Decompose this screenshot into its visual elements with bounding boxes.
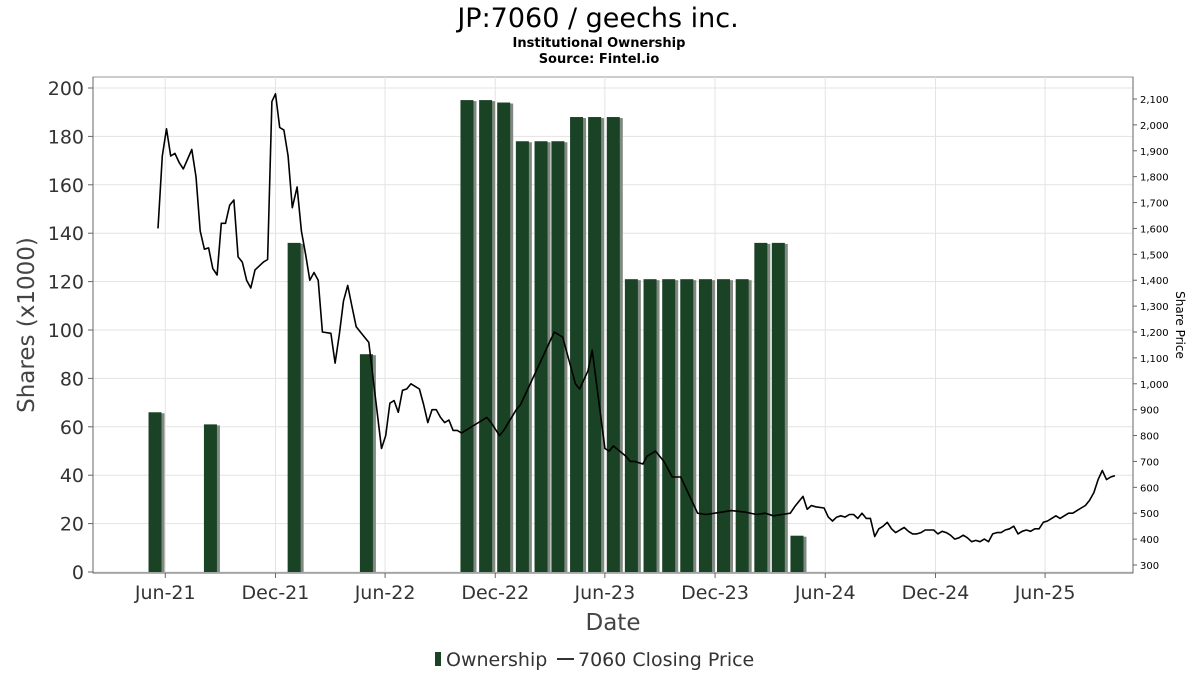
price-line-group [157,93,1116,543]
right-tick-label: 400 [1140,535,1159,546]
ownership-bar [287,242,301,572]
ownership-bar [735,279,749,572]
left-tick-label: 200 [48,78,84,100]
left-tick-label: 40 [60,465,84,487]
ownership-bar [460,100,474,572]
left-tick-label: 60 [60,417,84,439]
right-tick-label: 1,600 [1140,224,1169,235]
legend-label-ownership: Ownership [446,649,547,671]
x-tick-label: Jun-22 [354,582,416,604]
right-tick-label: 2,000 [1140,121,1169,132]
legend: Ownership 7060 Closing Price [435,649,754,671]
chart-title: JP:7060 / geechs inc. [455,3,738,34]
left-tick-label: 100 [48,320,84,342]
ownership-bar [698,279,712,572]
ownership-bar [771,242,785,572]
right-tick-label: 300 [1140,561,1159,572]
left-tick-label: 180 [48,126,84,148]
right-tick-label: 1,400 [1140,276,1169,287]
chart-subtitle-1: Institutional Ownership [513,36,686,51]
x-tick-label: Dec-23 [681,582,749,604]
right-tick-label: 1,100 [1140,354,1169,365]
legend-swatch-ownership [435,652,441,666]
ownership-bar [754,242,768,572]
right-tick-label: 700 [1140,457,1159,468]
left-tick-label: 160 [48,175,84,197]
right-tick-label: 900 [1140,406,1159,417]
ownership-bar [606,117,620,572]
chart-subtitle-2: Source: Fintel.io [539,52,660,67]
ownership-bar [148,412,162,572]
ownership-bar [680,279,694,572]
ownership-bar [570,117,584,572]
ownership-bar [662,279,676,572]
left-tick-label: 20 [60,514,84,536]
x-axis-ticks: Jun-21 Dec-21 Jun-22 Dec-22 Jun-23 Dec-23 Jun-… [134,573,1076,604]
left-tick-label: 140 [48,223,84,245]
right-axis-ticks: 300 400 500 600 700 800 900 1,000 1,100 1,200 1,30… [1133,95,1169,572]
ownership-bar [588,117,602,572]
x-tick-label: Dec-24 [902,582,970,604]
ownership-bar [359,354,373,572]
ownership-bar [515,141,529,573]
x-tick-label: Jun-25 [1014,582,1076,604]
x-tick-label: Jun-24 [794,582,856,604]
right-tick-label: 1,900 [1140,147,1169,158]
right-tick-label: 1,000 [1140,380,1169,391]
right-tick-label: 1,300 [1140,302,1169,313]
x-tick-label: Dec-21 [242,582,310,604]
ownership-bar [624,279,638,572]
y-axis-title-left: Shares (x1000) [14,237,40,413]
legend-label-price: 7060 Closing Price [578,649,754,671]
ownership-bar [643,279,657,572]
price-line [157,93,1116,543]
ownership-bar [717,279,731,572]
ownership-bar [790,535,804,572]
x-tick-label: Dec-22 [461,582,529,604]
right-tick-label: 1,500 [1140,250,1169,261]
right-tick-label: 1,700 [1140,199,1169,210]
right-tick-label: 2,100 [1140,95,1169,106]
right-tick-label: 500 [1140,509,1159,520]
right-tick-label: 1,800 [1140,173,1169,184]
x-axis-title: Date [586,610,641,636]
ownership-bar [497,102,511,573]
x-tick-label: Jun-21 [134,582,196,604]
left-tick-label: 120 [48,272,84,294]
left-tick-label: 80 [60,368,84,390]
ownership-bar [551,141,565,573]
right-tick-label: 1,200 [1140,328,1169,339]
ownership-bar [203,424,217,572]
ownership-bar [479,100,493,572]
x-tick-label: Jun-23 [574,582,636,604]
left-axis-ticks: 0 20 40 60 80 100 120 140 160 180 200 [48,78,93,584]
y-axis-title-right: Share Price [1173,291,1187,359]
right-tick-label: 800 [1140,432,1159,443]
ownership-bar [534,141,548,573]
right-tick-label: 600 [1140,483,1159,494]
ownership-bars [148,100,807,573]
left-tick-label: 0 [72,562,84,584]
